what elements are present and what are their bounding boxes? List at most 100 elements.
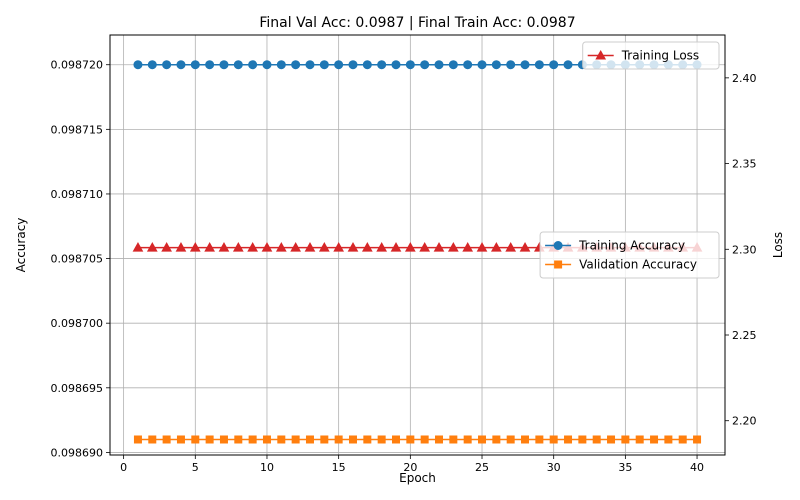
data-point xyxy=(564,435,573,444)
x-tick-label: 30 xyxy=(547,461,561,474)
data-point xyxy=(191,435,200,444)
data-point xyxy=(463,60,473,70)
data-point xyxy=(234,435,243,444)
data-point xyxy=(477,60,487,70)
data-point xyxy=(305,435,314,444)
data-point xyxy=(578,435,587,444)
y-tick-label: 0.098695 xyxy=(51,382,104,395)
y2-tick-label: 2.25 xyxy=(732,329,757,342)
data-point xyxy=(664,435,673,444)
data-point xyxy=(563,60,573,70)
data-point xyxy=(219,60,229,70)
legend-box xyxy=(582,41,720,70)
y-tick-label: 0.098690 xyxy=(51,446,104,459)
data-point xyxy=(291,435,300,444)
data-point xyxy=(305,60,315,70)
data-point xyxy=(205,60,215,70)
data-point xyxy=(433,242,445,252)
data-point xyxy=(404,242,416,252)
data-point xyxy=(362,60,372,70)
data-point xyxy=(319,60,329,70)
legend-box xyxy=(539,231,720,279)
data-point xyxy=(161,242,172,252)
y-axis-label: Accuracy xyxy=(14,218,28,273)
data-point xyxy=(391,60,401,70)
data-point xyxy=(162,60,172,70)
data-point xyxy=(520,60,530,70)
data-point xyxy=(190,60,200,70)
data-point xyxy=(132,242,144,252)
x-tick-label: 40 xyxy=(690,461,704,474)
data-point xyxy=(232,242,244,252)
grid-layer xyxy=(110,35,725,455)
data-point xyxy=(650,435,659,444)
x-tick-label: 15 xyxy=(332,461,346,474)
data-point xyxy=(406,435,415,444)
y-tick-label: 0.098705 xyxy=(51,253,104,266)
data-point xyxy=(189,242,201,252)
legend: Training Accuracy Validation Accuracy xyxy=(539,231,720,279)
data-point xyxy=(505,242,517,252)
y-tick-label: 0.098700 xyxy=(51,317,104,330)
data-point xyxy=(506,435,515,444)
data-point xyxy=(420,60,430,70)
legend-marker xyxy=(595,49,607,60)
data-point xyxy=(448,60,458,70)
data-point xyxy=(133,435,142,444)
data-point xyxy=(420,435,429,444)
data-point xyxy=(133,60,143,70)
data-point xyxy=(377,60,387,70)
data-point xyxy=(377,435,386,444)
axis-layer: 0 5 10 15 20 25 30 35 40 0.098690 0.098695 0.098700… xyxy=(51,59,757,474)
data-point xyxy=(549,60,559,70)
data-point xyxy=(318,242,330,252)
legend-label: Validation Accuracy xyxy=(579,258,697,272)
data-point xyxy=(334,435,343,444)
y2-tick-label: 2.30 xyxy=(732,243,757,256)
data-point xyxy=(333,242,345,252)
data-point xyxy=(205,435,214,444)
x-axis-label: Epoch xyxy=(399,471,436,485)
legend-label: Training Loss xyxy=(621,49,699,63)
data-point xyxy=(463,435,472,444)
series-validation-accuracy xyxy=(133,435,702,444)
data-point xyxy=(146,242,158,252)
data-point xyxy=(447,242,459,252)
data-point xyxy=(506,60,516,70)
data-point xyxy=(176,435,185,444)
data-point xyxy=(435,435,444,444)
x-tick-label: 10 xyxy=(260,461,274,474)
data-point xyxy=(204,242,215,252)
data-point xyxy=(363,435,372,444)
chart-title: Final Val Acc: 0.0987 | Final Train Acc:… xyxy=(259,15,575,31)
data-point xyxy=(275,242,287,252)
data-point xyxy=(277,435,286,444)
data-point xyxy=(233,60,243,70)
y-tick-label: 0.098710 xyxy=(51,188,104,201)
plot-frame xyxy=(109,34,726,456)
x-tick-label: 35 xyxy=(618,461,632,474)
legend: Training Loss xyxy=(582,41,720,70)
data-point xyxy=(262,60,272,70)
data-point xyxy=(290,242,302,252)
x-tick-label: 25 xyxy=(475,461,489,474)
data-point xyxy=(291,60,301,70)
data-point xyxy=(304,242,316,252)
data-point xyxy=(320,435,329,444)
data-point xyxy=(535,435,544,444)
data-point xyxy=(491,60,501,70)
y-tick-label: 0.098720 xyxy=(51,59,104,72)
data-point xyxy=(219,435,228,444)
data-point xyxy=(621,435,630,444)
data-point xyxy=(175,242,187,252)
data-point xyxy=(549,435,558,444)
data-point xyxy=(248,435,257,444)
data-point xyxy=(519,242,531,252)
data-point xyxy=(376,242,388,252)
data-point xyxy=(176,60,186,70)
y2-tick-label: 2.40 xyxy=(732,72,757,85)
y-tick-label: 0.098715 xyxy=(51,123,104,136)
data-point xyxy=(478,435,487,444)
